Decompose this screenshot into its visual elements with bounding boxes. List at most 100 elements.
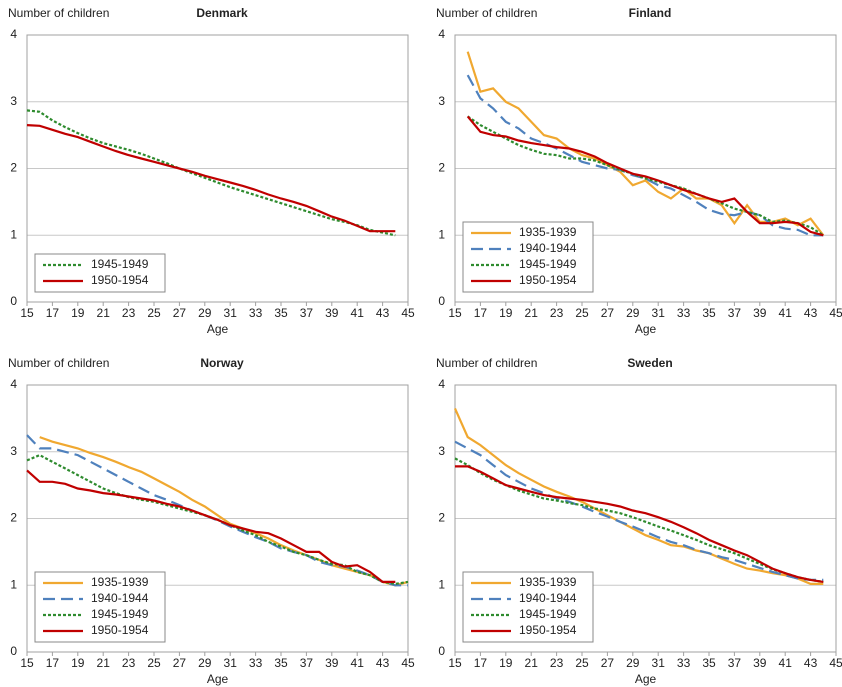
legend-label: 1950-1954 <box>91 273 149 287</box>
x-tick-label: 21 <box>525 656 539 670</box>
chart-title: Denmark <box>196 6 248 20</box>
y-tick-label: 1 <box>10 227 17 241</box>
y-tick-label: 2 <box>10 161 17 175</box>
x-tick-label: 29 <box>198 656 212 670</box>
series-line <box>26 453 409 586</box>
x-tick-label: 31 <box>224 656 238 670</box>
y-tick-label: 4 <box>10 27 17 41</box>
x-tick-label: 43 <box>376 306 390 320</box>
y-tick-label: 4 <box>10 377 17 391</box>
series-line <box>454 440 824 581</box>
series-line <box>26 109 396 237</box>
x-tick-label: 31 <box>224 306 238 320</box>
x-tick-label: 35 <box>702 656 716 670</box>
x-tick-label: 21 <box>97 306 111 320</box>
x-tick-label: 41 <box>779 656 793 670</box>
x-tick-label: 27 <box>173 306 187 320</box>
series-line <box>26 469 396 583</box>
y-tick-label: 4 <box>438 377 445 391</box>
y-tick-label: 3 <box>438 94 445 108</box>
y-axis-label: Number of children <box>8 6 109 20</box>
x-tick-label: 37 <box>728 656 742 670</box>
x-tick-label: 27 <box>173 656 187 670</box>
x-tick-label: 45 <box>829 656 842 670</box>
x-tick-label: 35 <box>274 306 288 320</box>
x-tick-label: 15 <box>20 656 34 670</box>
x-tick-label: 39 <box>753 306 767 320</box>
x-tick-label: 17 <box>474 656 488 670</box>
plot-frame <box>26 384 409 653</box>
y-tick-label: 3 <box>438 444 445 458</box>
x-tick-label: 23 <box>550 306 564 320</box>
y-tick-label: 0 <box>438 644 445 658</box>
y-axis-label: Number of children <box>8 356 109 370</box>
x-axis-label: Age <box>207 322 229 336</box>
plot-frame <box>454 34 837 303</box>
series-line <box>455 465 824 583</box>
y-tick-label: 2 <box>438 511 445 525</box>
x-tick-label: 27 <box>601 656 615 670</box>
y-tick-label: 0 <box>10 644 17 658</box>
legend-label: 1945-1949 <box>91 257 149 271</box>
series-line <box>467 115 824 237</box>
plot-frame <box>26 34 409 303</box>
legend-label: 1950-1954 <box>519 623 577 637</box>
series-line <box>466 115 824 237</box>
y-tick-label: 0 <box>438 294 445 308</box>
x-tick-label: 45 <box>401 306 415 320</box>
series-line <box>454 457 824 583</box>
x-tick-label: 17 <box>474 306 488 320</box>
plot-frame <box>454 384 837 653</box>
x-tick-label: 43 <box>376 656 390 670</box>
legend-label: 1945-1949 <box>91 607 149 621</box>
x-tick-label: 31 <box>652 656 666 670</box>
x-tick-label: 15 <box>448 656 462 670</box>
x-tick-label: 25 <box>147 656 161 670</box>
series-line <box>466 74 824 237</box>
x-tick-label: 29 <box>626 656 640 670</box>
x-tick-label: 25 <box>147 306 161 320</box>
x-tick-label: 45 <box>829 306 842 320</box>
x-tick-label: 39 <box>325 656 339 670</box>
legend-label: 1945-1949 <box>519 257 577 271</box>
x-tick-label: 15 <box>448 306 462 320</box>
y-tick-label: 1 <box>10 577 17 591</box>
y-tick-label: 1 <box>438 227 445 241</box>
series-line <box>26 434 408 587</box>
x-tick-label: 41 <box>351 306 365 320</box>
x-tick-label: 23 <box>550 656 564 670</box>
x-tick-label: 37 <box>728 306 742 320</box>
legend-label: 1950-1954 <box>519 273 577 287</box>
x-tick-label: 29 <box>198 306 212 320</box>
x-tick-label: 25 <box>575 656 589 670</box>
legend-label: 1950-1954 <box>91 623 149 637</box>
legend-label: 1940-1944 <box>519 591 577 605</box>
x-tick-label: 33 <box>677 306 691 320</box>
x-axis-label: Age <box>207 672 229 686</box>
series-line <box>39 436 409 587</box>
legend-box <box>34 253 166 293</box>
x-axis-label: Age <box>635 322 657 336</box>
x-tick-label: 35 <box>702 306 716 320</box>
x-tick-label: 33 <box>249 656 263 670</box>
y-tick-label: 3 <box>10 444 17 458</box>
x-tick-label: 23 <box>122 656 136 670</box>
legend-label: 1935-1939 <box>519 575 577 589</box>
y-tick-label: 2 <box>438 161 445 175</box>
x-tick-label: 33 <box>249 306 263 320</box>
x-tick-label: 45 <box>401 656 415 670</box>
chart-title: Sweden <box>627 356 672 370</box>
x-tick-label: 19 <box>71 656 85 670</box>
legend-label: 1945-1949 <box>519 607 577 621</box>
x-tick-label: 43 <box>804 656 818 670</box>
x-tick-label: 21 <box>97 656 111 670</box>
x-tick-label: 37 <box>300 306 314 320</box>
chart-title: Norway <box>200 356 244 370</box>
x-tick-label: 19 <box>71 306 85 320</box>
x-tick-label: 25 <box>575 306 589 320</box>
x-tick-label: 17 <box>46 656 60 670</box>
